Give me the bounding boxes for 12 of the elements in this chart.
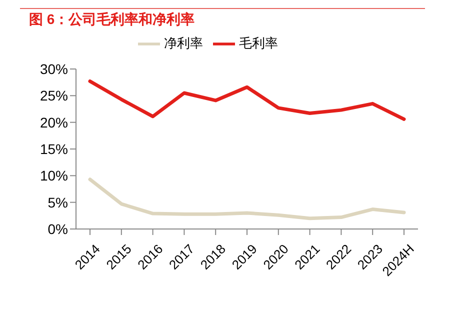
line-series bbox=[88, 80, 406, 121]
y-tick-label: 0% bbox=[48, 220, 68, 237]
y-tick-label: 25% bbox=[40, 88, 68, 104]
legend-label: 净利率 bbox=[164, 35, 203, 50]
y-tick-label: 15% bbox=[40, 140, 68, 157]
chart-title: 图 6：公司毛利率和净利率 bbox=[20, 11, 425, 29]
y-tick-label: 20% bbox=[40, 114, 68, 130]
y-tick-label: 10% bbox=[40, 168, 68, 184]
line-series bbox=[88, 178, 406, 220]
legend-label: 毛利率 bbox=[239, 35, 278, 50]
y-tick-label: 5% bbox=[48, 194, 68, 210]
y-tick-label: 30% bbox=[40, 60, 68, 77]
